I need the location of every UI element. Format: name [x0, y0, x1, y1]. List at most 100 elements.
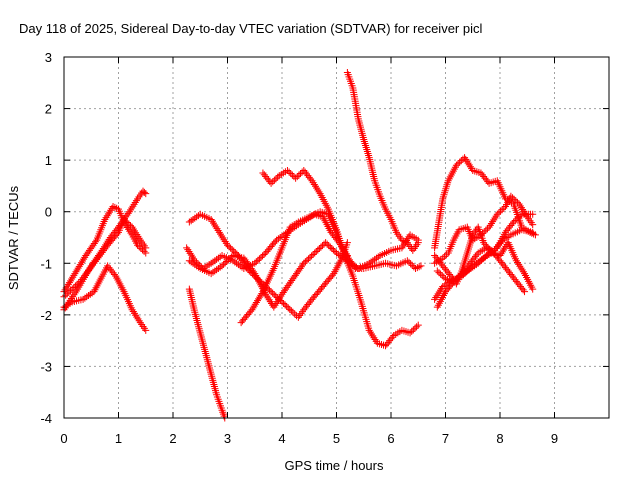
data-point	[86, 265, 94, 273]
data-point	[450, 277, 458, 285]
data-point	[218, 262, 226, 270]
data-point	[255, 295, 263, 303]
data-point	[406, 329, 414, 337]
data-point	[80, 272, 88, 280]
data-point	[220, 260, 228, 268]
data-point	[94, 254, 102, 262]
data-point	[350, 263, 358, 271]
data-point	[267, 179, 275, 187]
y-tick-labels: -4 -3 -2 -1 0 1 2 3	[40, 50, 52, 426]
data-point	[309, 250, 317, 258]
data-point	[68, 275, 76, 283]
data-point	[272, 175, 280, 183]
data-point	[209, 258, 217, 266]
data-point	[304, 255, 312, 263]
data-point	[292, 174, 300, 182]
data-point	[76, 277, 84, 285]
data-point	[481, 253, 489, 261]
data-point	[409, 326, 417, 334]
data-point	[318, 242, 326, 250]
series-trace-d	[60, 215, 150, 301]
data-point	[61, 286, 69, 294]
data-point	[295, 171, 303, 179]
data-point	[510, 195, 518, 203]
data-point	[398, 236, 406, 244]
data-point	[455, 273, 463, 281]
data-point	[252, 258, 260, 266]
data-point	[124, 209, 132, 217]
data-point	[74, 264, 82, 272]
data-point	[65, 279, 73, 287]
data-point	[100, 247, 108, 255]
data-point	[71, 270, 79, 278]
data-point	[326, 243, 334, 251]
data-point	[89, 261, 97, 269]
data-point	[83, 268, 91, 276]
data-point	[111, 203, 119, 211]
series-trace-e	[185, 285, 229, 422]
data-point	[137, 244, 145, 252]
data-point	[65, 288, 73, 296]
data-point	[75, 279, 83, 287]
data-point	[479, 229, 487, 237]
data-point	[267, 288, 275, 296]
data-point	[453, 274, 461, 282]
data-point	[250, 302, 258, 310]
data-point	[255, 255, 263, 263]
data-point	[123, 219, 131, 227]
data-point	[234, 261, 242, 269]
data-point	[185, 218, 193, 226]
data-point	[251, 259, 259, 267]
data-point	[497, 207, 505, 215]
x-tick-label: 7	[442, 431, 449, 446]
data-point	[225, 243, 233, 251]
data-point	[194, 260, 202, 268]
data-point	[189, 215, 197, 223]
data-point	[283, 166, 291, 174]
data-point	[311, 249, 319, 257]
data-point	[90, 259, 98, 267]
data-point	[476, 258, 484, 266]
data-point	[495, 209, 503, 217]
data-point	[253, 297, 261, 305]
data-point	[254, 256, 262, 264]
data-point	[312, 247, 320, 255]
data-point	[278, 232, 286, 240]
data-point	[415, 263, 423, 271]
data-point	[529, 210, 537, 218]
data-point	[417, 262, 425, 270]
data-point	[438, 272, 446, 280]
y-tick-label: -1	[40, 256, 52, 271]
data-point	[259, 252, 267, 260]
data-point	[271, 238, 279, 246]
data-point	[411, 324, 419, 332]
data-point	[63, 290, 71, 298]
data-point	[73, 280, 81, 288]
x-tick-label: 2	[169, 431, 176, 446]
series-trace-g	[185, 231, 422, 311]
x-axis-label: GPS time / hours	[285, 458, 384, 473]
data-point	[93, 256, 101, 264]
data-point	[77, 259, 85, 267]
data-point	[509, 194, 517, 202]
data-point	[440, 273, 448, 281]
data-point	[287, 170, 295, 178]
y-tick-label: -3	[40, 359, 52, 374]
x-tick-label: 9	[551, 431, 558, 446]
data-point	[372, 254, 380, 262]
data-point	[110, 270, 118, 278]
data-point	[285, 168, 293, 176]
data-point	[274, 235, 282, 243]
data-point	[408, 261, 416, 269]
data-point	[78, 276, 86, 284]
data-point	[529, 221, 537, 229]
data-point	[408, 327, 416, 335]
data-point	[405, 258, 413, 266]
data-point	[134, 241, 142, 249]
data-point	[334, 250, 342, 258]
axis-ticks	[63, 56, 609, 419]
data-point	[528, 229, 536, 237]
data-point	[213, 255, 221, 263]
data-point	[388, 333, 396, 341]
